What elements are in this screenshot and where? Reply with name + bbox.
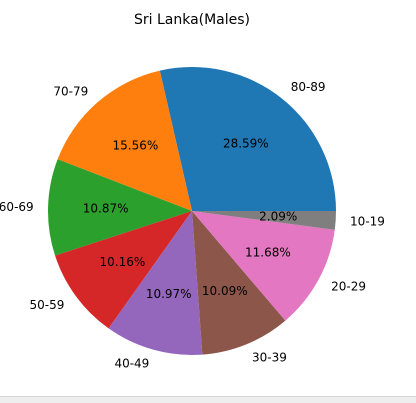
percentage-label-60-69: 10.87% — [83, 202, 129, 216]
category-label-50-59: 50-59 — [30, 298, 65, 312]
chart-title: Sri Lanka(Males) — [134, 12, 250, 28]
percentage-label-70-79: 15.56% — [113, 139, 159, 153]
pie-slice-80-89 — [159, 66, 336, 211]
category-label-80-89: 80-89 — [291, 80, 326, 94]
pie-slice-70-79 — [57, 70, 192, 211]
pie-slice-20-29 — [192, 211, 335, 321]
percentage-label-30-39: 10.09% — [202, 284, 248, 298]
percentage-label-40-49: 10.97% — [146, 287, 192, 301]
pie-slices — [48, 66, 336, 356]
category-labels: 80-89 70-79 60-69 50-59 40-49 30-39 20-29 10-19 — [0, 80, 385, 370]
percentage-label-20-29: 11.68% — [245, 245, 291, 259]
category-label-70-79: 70-79 — [53, 84, 88, 98]
category-label-40-49: 40-49 — [114, 357, 149, 371]
pie-slice-40-49 — [108, 211, 203, 356]
percentage-label-80-89: 28.59% — [223, 136, 269, 150]
category-label-60-69: 60-69 — [0, 200, 34, 214]
percentage-label-10-19: 2.09% — [259, 210, 297, 224]
pie-slice-30-39 — [192, 211, 286, 355]
category-label-10-19: 10-19 — [350, 214, 385, 228]
pie-slice-50-59 — [55, 211, 193, 329]
category-label-20-29: 20-29 — [331, 280, 366, 294]
percentage-label-50-59: 10.16% — [100, 255, 146, 269]
pie-slice-10-19 — [192, 211, 336, 230]
percentage-labels: 28.59% 15.56% 10.87% 10.16% 10.97% 10.09% 11.6… — [83, 136, 298, 301]
pie-slice-60-69 — [48, 159, 193, 256]
category-label-30-39: 30-39 — [252, 351, 287, 365]
bottom-scrollbar-strip — [0, 396, 416, 403]
